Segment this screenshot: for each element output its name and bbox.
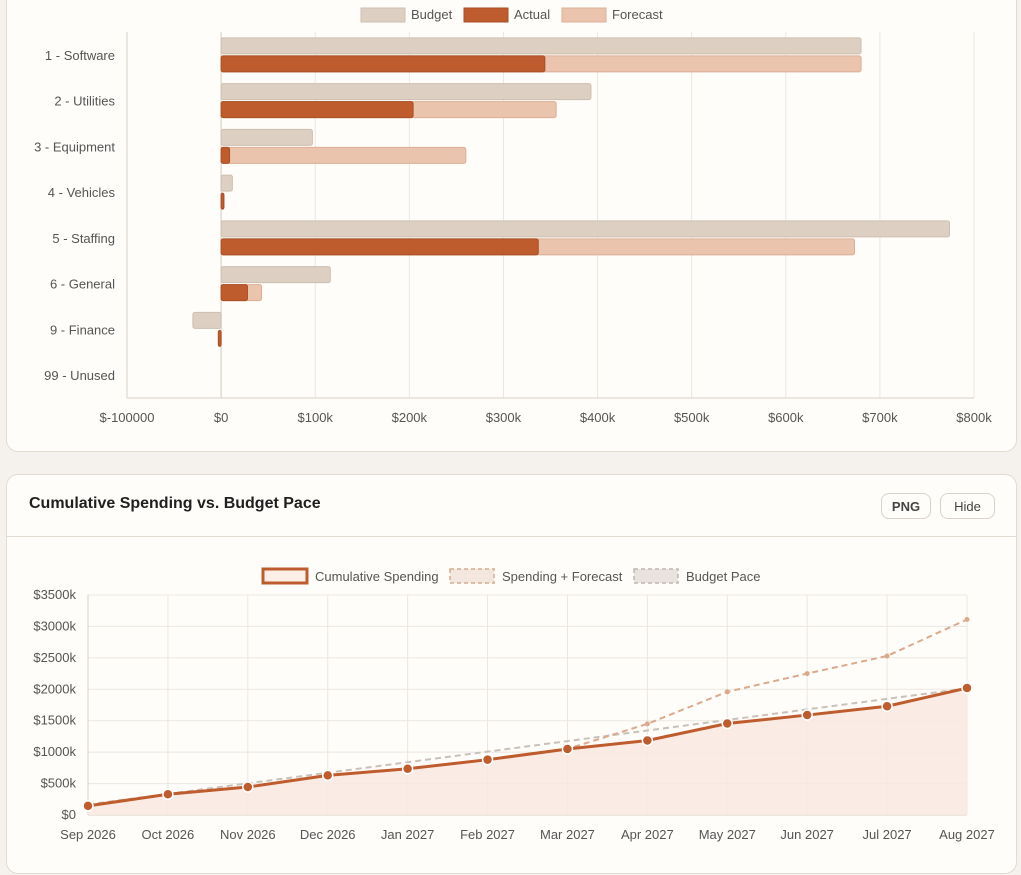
spending-point xyxy=(162,788,174,801)
legend-swatch xyxy=(261,567,309,585)
y-tick-label: $1000k xyxy=(33,744,76,759)
x-tick-label: Jul 2027 xyxy=(863,827,912,842)
budget-bar xyxy=(220,37,862,55)
legend-swatch xyxy=(633,568,679,584)
spending-point xyxy=(481,753,494,766)
x-tick-label: $300k xyxy=(486,410,522,425)
card-title: Cumulative Spending vs. Budget Pace xyxy=(29,495,321,512)
y-tick-label: $3500k xyxy=(33,587,76,602)
legend-swatch xyxy=(449,568,495,584)
legend-label: Budget xyxy=(411,7,453,22)
budget-bar xyxy=(220,128,313,146)
legend-label: Forecast xyxy=(612,7,663,22)
actual-bar xyxy=(220,55,546,73)
spending-point xyxy=(961,682,973,694)
x-tick-label: $700k xyxy=(862,410,898,425)
budget-bar xyxy=(220,220,951,238)
legend-swatch xyxy=(561,7,607,23)
budget-bar-chart: $-100000 $0 $100k $200k $300k $400k $500k $600k… xyxy=(34,7,992,425)
category-label: 1 - Software xyxy=(45,48,115,63)
budget-chart-card: $-100000 $0 $100k $200k $300k $400k $500k $600k… xyxy=(6,0,1017,452)
spending-point xyxy=(641,734,654,747)
card-header: Cumulative Spending vs. Budget Pace PNG … xyxy=(7,475,1016,537)
budget-bar xyxy=(220,174,233,192)
actual-bar xyxy=(217,329,222,347)
x-tick-label: $500k xyxy=(674,410,710,425)
x-tick-label: Nov 2026 xyxy=(220,827,276,842)
spending-point xyxy=(561,743,574,755)
x-tick-label: $400k xyxy=(580,410,616,425)
actual-bar xyxy=(220,146,231,164)
x-tick-label: Dec 2026 xyxy=(300,827,356,842)
legend-label: Budget Pace xyxy=(686,569,760,584)
x-tick-label: $200k xyxy=(392,410,428,425)
actual-bar xyxy=(220,284,248,302)
actual-bar xyxy=(220,238,539,256)
spending-point xyxy=(881,700,893,713)
actual-bar xyxy=(220,101,414,119)
spending-point xyxy=(242,781,254,793)
spending-point xyxy=(801,709,813,721)
y-tick-label: $2000k xyxy=(33,681,76,696)
budget-bar xyxy=(192,311,222,329)
x-tick-label: $600k xyxy=(768,410,804,425)
legend-label: Cumulative Spending xyxy=(315,569,439,584)
y-tick-label: $0 xyxy=(62,807,76,822)
x-tick-label: Jun 2027 xyxy=(780,827,834,842)
x-tick-label: $800k xyxy=(956,410,992,425)
x-tick-label: Sep 2026 xyxy=(60,827,116,842)
x-tick-label: May 2027 xyxy=(699,827,756,842)
png-export-button[interactable]: PNG xyxy=(881,493,931,519)
spending-point xyxy=(721,717,734,730)
x-tick-label: Oct 2026 xyxy=(142,827,195,842)
x-tick-label: $-100000 xyxy=(100,410,155,425)
category-label: 6 - General xyxy=(50,277,115,292)
y-tick-label: $500k xyxy=(41,776,77,791)
category-label: 9 - Finance xyxy=(50,322,115,337)
category-label: 4 - Vehicles xyxy=(48,185,116,200)
cumulative-line-chart: $0 $500k $1000k $1500k $2000k $2500k $3000k $35… xyxy=(33,567,995,842)
y-tick-label: $1500k xyxy=(33,713,76,728)
x-tick-label: Mar 2027 xyxy=(540,827,595,842)
category-label: 3 - Equipment xyxy=(34,139,115,154)
category-label: 99 - Unused xyxy=(44,368,115,383)
y-tick-label: $2500k xyxy=(33,650,76,665)
spending-point xyxy=(321,769,334,782)
spending-point xyxy=(82,800,94,812)
category-label: 5 - Staffing xyxy=(52,231,115,246)
category-label: 2 - Utilities xyxy=(54,94,115,109)
actual-bar xyxy=(220,192,225,210)
cumulative-spending-line xyxy=(87,686,968,808)
budget-bar xyxy=(220,83,592,101)
y-tick-label: $3000k xyxy=(33,618,76,633)
forecast-point xyxy=(724,689,730,695)
budget-bar xyxy=(220,266,331,284)
x-tick-label: $100k xyxy=(298,410,334,425)
x-tick-label: $0 xyxy=(214,410,228,425)
legend-label: Spending + Forecast xyxy=(502,569,623,584)
cumulative-chart-card: Cumulative Spending vs. Budget Pace PNG … xyxy=(6,474,1017,874)
forecast-point xyxy=(964,617,970,623)
spending-area xyxy=(88,688,967,815)
forecast-point xyxy=(804,671,810,677)
forecast-bar xyxy=(220,146,467,164)
budget-pace-line xyxy=(87,687,968,806)
x-tick-label: Apr 2027 xyxy=(621,827,674,842)
x-tick-label: Aug 2027 xyxy=(939,827,995,842)
x-tick-label: Feb 2027 xyxy=(460,827,515,842)
spending-point xyxy=(401,763,414,775)
legend-label: Actual xyxy=(514,7,550,22)
x-tick-label: Jan 2027 xyxy=(381,827,435,842)
hide-button[interactable]: Hide xyxy=(940,493,995,519)
legend-swatch xyxy=(360,7,406,23)
forecast-point xyxy=(884,653,890,659)
forecast-point xyxy=(644,721,650,727)
legend-swatch xyxy=(463,7,509,23)
